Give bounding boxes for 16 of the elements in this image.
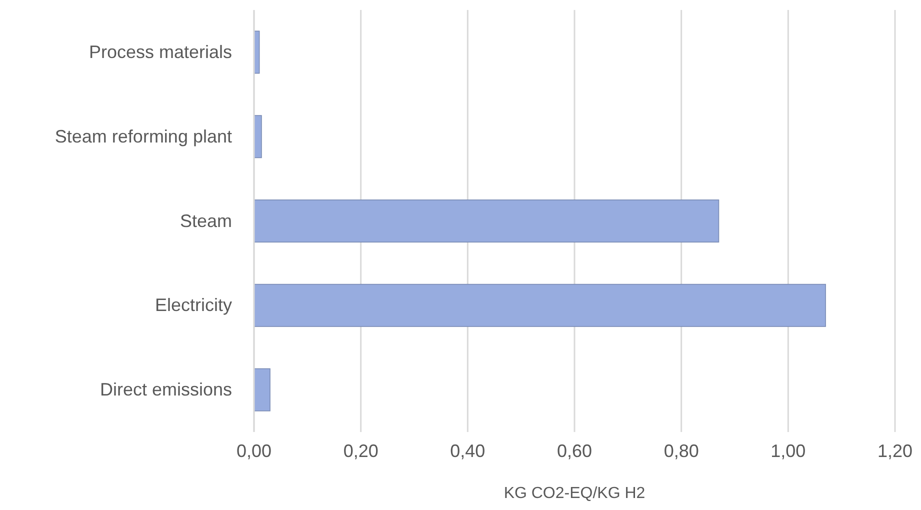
y-tick-label: Process materials [88,42,232,62]
x-tick-label: 1,00 [770,440,806,461]
x-tick-label: 0,20 [343,440,378,461]
x-axis-title: KG CO2-EQ/KG H2 [504,485,646,502]
x-tick-label: 0,00 [236,440,272,461]
y-tick-label: Steam reforming plant [54,126,232,146]
y-tick-label: Direct emissions [100,380,232,400]
x-tick-label: 0,60 [556,440,592,461]
bar [254,368,270,412]
y-tick-label: Electricity [154,295,232,316]
bar [254,284,826,327]
x-tick-label: 0,80 [664,440,699,461]
y-tick-label: Steam [180,210,232,231]
bar [254,200,720,242]
x-tick-label: 0,40 [450,440,486,461]
x-tick-label: 1,20 [877,440,913,461]
